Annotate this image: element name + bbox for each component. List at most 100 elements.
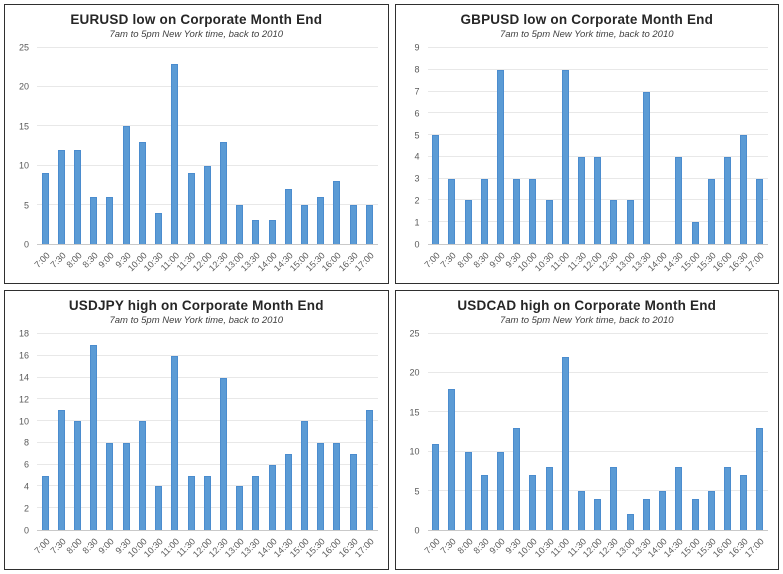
y-tick-label: 0 xyxy=(414,525,420,536)
gridline xyxy=(427,68,768,70)
y-tick-label: 3 xyxy=(414,173,420,184)
bar xyxy=(41,475,49,530)
y-axis: 0 5 10 15 20 25 xyxy=(398,329,424,535)
y-tick-label: 0 xyxy=(23,525,29,536)
chart-subtitle: 7am to 5pm New York time, back to 2010 xyxy=(499,314,674,326)
bar xyxy=(171,355,179,530)
bar xyxy=(756,428,764,530)
y-tick-label: 10 xyxy=(18,160,29,171)
bar xyxy=(317,442,325,530)
chart-subtitle: 7am to 5pm New York time, back to 2010 xyxy=(109,314,284,326)
bar xyxy=(642,91,650,244)
chart-subtitle: 7am to 5pm New York time, back to 2010 xyxy=(109,28,284,40)
y-tick-label: 15 xyxy=(409,407,420,418)
bar xyxy=(642,498,650,530)
bar xyxy=(626,514,634,530)
bar xyxy=(138,142,146,244)
y-tick-label: 7 xyxy=(414,86,420,97)
y-tick-label: 12 xyxy=(18,394,29,405)
bar xyxy=(41,173,49,244)
plot-area xyxy=(427,46,768,245)
bar xyxy=(106,442,114,530)
bar xyxy=(268,464,276,530)
y-tick-label: 9 xyxy=(414,42,420,53)
bar xyxy=(171,63,179,244)
plot-area xyxy=(427,332,768,531)
plot-area xyxy=(37,46,378,245)
bar xyxy=(57,149,65,244)
bar xyxy=(707,178,715,244)
x-tick-label: 9:00 xyxy=(96,536,117,556)
chart-title: EURUSD low on Corporate Month End xyxy=(70,12,323,27)
bar xyxy=(74,421,82,530)
gridline xyxy=(37,164,378,166)
chart-title: GBPUSD low on Corporate Month End xyxy=(460,12,714,27)
bar xyxy=(707,490,715,530)
bar xyxy=(106,196,114,244)
bar xyxy=(333,181,341,244)
bar xyxy=(464,451,472,530)
gridline xyxy=(427,134,768,136)
bar xyxy=(723,156,731,244)
bar xyxy=(594,156,602,244)
bar xyxy=(496,451,504,530)
bar xyxy=(187,475,195,530)
y-tick-label: 8 xyxy=(23,437,29,448)
x-tick-label: 7:00 xyxy=(32,536,52,556)
bar xyxy=(448,178,456,244)
bar xyxy=(203,165,211,244)
y-tick-label: 2 xyxy=(23,503,29,514)
bar xyxy=(691,498,699,530)
bar xyxy=(740,135,748,244)
chart-subtitle: 7am to 5pm New York time, back to 2010 xyxy=(499,28,674,40)
gridline xyxy=(37,376,378,378)
bar xyxy=(675,467,683,530)
bar xyxy=(236,204,244,244)
bar xyxy=(349,204,357,244)
y-tick-label: 6 xyxy=(23,459,29,470)
y-tick-label: 14 xyxy=(18,372,29,383)
chart-canvas: 0 5 10 15 20 25 7:00 7:30 8:00 8:30 9:00 9:30 10:00 1… xyxy=(398,326,777,569)
y-tick-label: 8 xyxy=(414,64,420,75)
y-axis: 0 1 2 3 4 5 6 7 8 9 xyxy=(398,43,424,249)
gridline xyxy=(427,112,768,114)
bar xyxy=(284,189,292,244)
chart-panel-usdcad-high: USDCAD high on Corporate Month End 7am t… xyxy=(394,290,779,570)
bar xyxy=(659,490,667,530)
bar xyxy=(513,178,521,244)
bar xyxy=(594,498,602,530)
y-tick-label: 16 xyxy=(18,350,29,361)
bar xyxy=(365,410,373,530)
y-tick-label: 20 xyxy=(409,367,420,378)
bar xyxy=(301,204,309,244)
gridline xyxy=(427,450,768,452)
bar xyxy=(448,388,456,530)
chart-title: USDCAD high on Corporate Month End xyxy=(457,298,717,313)
bar xyxy=(610,200,618,244)
y-tick-label: 18 xyxy=(18,328,29,339)
bar xyxy=(578,490,586,530)
y-tick-label: 2 xyxy=(414,195,420,206)
bar xyxy=(219,377,227,530)
bar xyxy=(236,486,244,530)
gridline xyxy=(37,354,378,356)
y-tick-label: 10 xyxy=(409,446,420,457)
gridline xyxy=(427,90,768,92)
gridline xyxy=(37,86,378,88)
gridline xyxy=(427,411,768,413)
y-tick-label: 0 xyxy=(414,239,420,250)
bar xyxy=(675,156,683,244)
bar xyxy=(578,156,586,244)
bar xyxy=(529,178,537,244)
chart-canvas: 0 2 4 6 8 10 12 14 16 18 7:00 7:30 8:00 8:30 9:00 9:30 1… xyxy=(7,326,386,569)
bar xyxy=(252,475,260,530)
bar xyxy=(90,196,98,244)
bar xyxy=(480,178,488,244)
bar xyxy=(740,475,748,530)
bar xyxy=(252,220,260,244)
gridline xyxy=(37,398,378,400)
chart-panel-gbpusd-low: GBPUSD low on Corporate Month End 7am to… xyxy=(394,4,779,284)
x-tick-label: 7:00 xyxy=(32,250,52,270)
x-axis: 7:00 7:30 8:00 8:30 9:00 9:30 10:00 10:30 11:00 1… xyxy=(423,531,769,569)
